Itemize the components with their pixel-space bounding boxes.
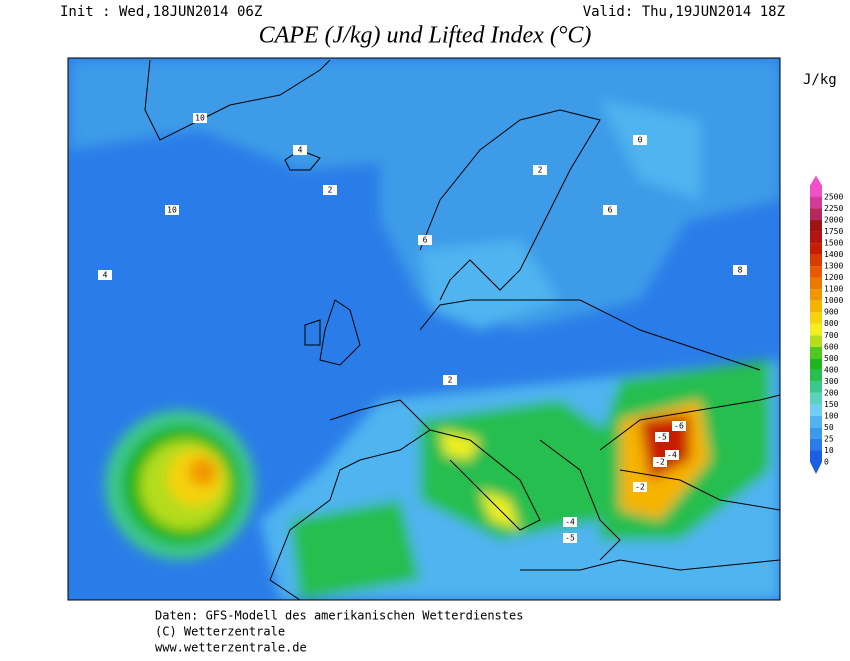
map-label: -5 [657, 433, 667, 442]
unit: J/kg [803, 72, 837, 88]
colorbar-label: 900 [824, 308, 839, 317]
colorbar-label: 1750 [824, 227, 843, 236]
map-title: CAPE (J/kg) und Lifted Index (°C) [259, 23, 592, 49]
label-box [293, 145, 307, 155]
label-box [733, 265, 747, 275]
label-box [193, 113, 207, 123]
colorbar-swatch [810, 197, 822, 209]
map-label: 2 [328, 186, 333, 195]
colorbar-swatch [810, 369, 822, 382]
colorbar-swatch [810, 208, 822, 221]
label-box [165, 205, 179, 215]
colorbar-swatch [810, 335, 822, 347]
colorbar-swatch [810, 404, 822, 416]
map-label: 2 [448, 376, 453, 385]
map-label: 4 [103, 271, 108, 280]
colorbar-label: 1200 [824, 273, 843, 282]
label-box [418, 235, 432, 245]
map-label: -2 [635, 483, 645, 492]
label-box [563, 517, 577, 527]
map-frame [67, 57, 781, 601]
colorbar-label: 25 [824, 434, 834, 443]
label-box [443, 375, 457, 385]
colorbar-swatch [810, 220, 822, 232]
map-label: 10 [167, 206, 177, 215]
label-box [533, 165, 547, 175]
map-label: 6 [608, 206, 613, 215]
colorbar-label: 150 [824, 400, 839, 409]
colorbar-label: 100 [824, 411, 839, 420]
label-box [633, 135, 647, 145]
footer-line: www.wetterzentrale.de [155, 641, 307, 655]
colorbar-label: 10 [824, 446, 834, 455]
label-box [655, 432, 669, 442]
label-box [665, 450, 679, 460]
colorbar-swatch [810, 231, 822, 244]
colorbar-label: 200 [824, 388, 839, 397]
colorbar-label: 2500 [824, 193, 843, 202]
colorbar-label: 1400 [824, 250, 843, 259]
map-label: -6 [674, 422, 684, 431]
colorbar-swatch [810, 266, 822, 278]
colorbar-swatch [810, 300, 822, 313]
colorbar-swatch [810, 358, 822, 370]
colorbar-swatch [810, 289, 822, 301]
map-label: 0 [638, 136, 643, 145]
colorbar-arrow [810, 462, 822, 474]
label-box [653, 457, 667, 467]
init-time: Init : Wed,18JUN2014 06Z [60, 4, 262, 20]
colorbar-swatch [810, 243, 822, 255]
label-box [98, 270, 112, 280]
colorbar-label: 1500 [824, 239, 843, 248]
footer-line: Daten: GFS-Modell des amerikanischen Wet… [155, 609, 523, 623]
colorbar-label: 300 [824, 377, 839, 386]
map-label: -2 [655, 458, 665, 467]
colorbar-swatch [810, 415, 822, 428]
colorbar-label: 50 [824, 423, 834, 432]
label-box [323, 185, 337, 195]
colorbar-swatch [810, 323, 822, 336]
colorbar-swatch [810, 381, 822, 393]
map-label: 8 [738, 266, 743, 275]
colorbar-label: 700 [824, 331, 839, 340]
colorbar-swatch [810, 254, 822, 267]
map-label: 2 [538, 166, 543, 175]
map-label: 6 [423, 236, 428, 245]
colorbar-swatch [810, 438, 822, 451]
colorbar-swatch [810, 277, 822, 290]
colorbar-label: 1000 [824, 296, 843, 305]
footer-line: (C) Wetterzentrale [155, 625, 285, 639]
colorbar-swatch [810, 185, 822, 197]
colorbar-label: 600 [824, 342, 839, 351]
colorbar-label: 800 [824, 319, 839, 328]
colorbar-swatch [810, 346, 822, 359]
map-label: 4 [298, 146, 303, 155]
colorbar-label: 400 [824, 365, 839, 374]
colorbar-swatch [810, 392, 822, 405]
valid-time: Valid: Thu,19JUN2014 18Z [583, 4, 785, 20]
colorbar-arrow [810, 175, 822, 186]
label-box [603, 205, 617, 215]
colorbar-label: 2000 [824, 216, 843, 225]
colorbar-label: 500 [824, 354, 839, 363]
map-label: -5 [565, 534, 575, 543]
colorbar-swatch [810, 450, 822, 462]
label-box [563, 533, 577, 543]
colorbar-swatch [810, 427, 822, 439]
label-box [633, 482, 647, 492]
colorbar-label: 1300 [824, 262, 843, 271]
colorbar-label: 0 [824, 458, 829, 467]
map-label: -4 [667, 451, 677, 460]
label-box [672, 421, 686, 431]
colorbar-label: 2250 [824, 204, 843, 213]
map-label: -4 [565, 518, 575, 527]
map-label: 10 [195, 114, 205, 123]
colorbar-swatch [810, 312, 822, 324]
colorbar-label: 1100 [824, 285, 843, 294]
